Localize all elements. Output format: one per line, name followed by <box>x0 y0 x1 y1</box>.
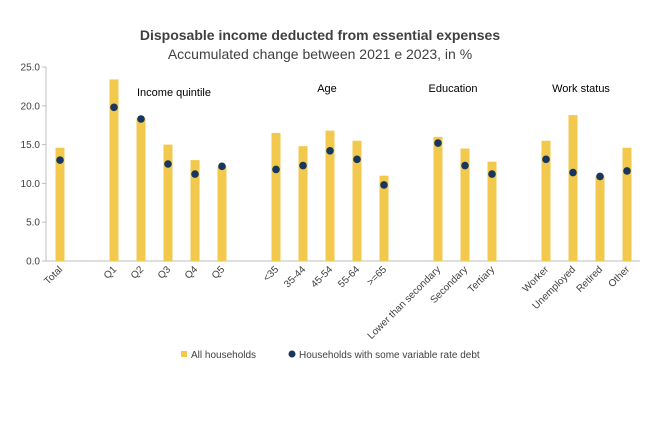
dot <box>272 165 280 174</box>
bar <box>433 136 443 261</box>
x-tick-label: Retired <box>575 264 606 295</box>
group-label: Work status <box>552 83 610 95</box>
x-tick-label: Other <box>607 264 633 290</box>
bar <box>460 148 470 261</box>
x-tick-label: Q1 <box>102 264 120 282</box>
category-labels: Total Q1 Q2 Q3 Q4 Q5 <35 35-44 45-54 55-64 >=65Low… <box>42 264 632 342</box>
dot <box>461 161 469 170</box>
bar <box>352 140 362 261</box>
bar <box>541 140 551 261</box>
bar <box>487 161 497 261</box>
dot <box>326 147 334 155</box>
bar <box>595 175 605 261</box>
x-tick-label: Q3 <box>156 264 174 282</box>
dot <box>488 170 496 178</box>
bar <box>325 130 335 261</box>
legend-label-variable-debt: Households with some variable rate debt <box>299 350 480 361</box>
y-tick-label: 15.0 <box>21 140 41 151</box>
legend-label-all-households: All households <box>191 350 256 361</box>
dot-series <box>56 103 631 189</box>
dot <box>164 160 172 168</box>
y-tick-label: 5.0 <box>26 218 40 229</box>
dot <box>110 103 118 112</box>
bar-series <box>55 79 632 261</box>
group-label: Income quintile <box>137 87 211 99</box>
group-labels: Income quintile Age Education Work status <box>137 83 610 99</box>
x-tick-label: Total <box>42 264 65 287</box>
bar <box>298 146 308 261</box>
dot <box>434 139 442 147</box>
x-tick-label: Q2 <box>129 264 147 282</box>
bar <box>217 166 227 261</box>
x-tick-label: 55-64 <box>336 264 362 290</box>
x-tick-label: <35 <box>261 264 281 284</box>
y-tick-label: 10.0 <box>21 179 41 190</box>
bar <box>622 147 632 261</box>
dot <box>218 162 226 171</box>
x-tick-label: Q5 <box>210 264 228 282</box>
chart-title: Disposable income deducted from essentia… <box>140 27 500 43</box>
x-tick-label: 35-44 <box>282 264 308 290</box>
y-tick-label: 25.0 <box>21 63 41 74</box>
bar <box>568 115 578 261</box>
bar <box>55 147 65 261</box>
dot <box>569 168 577 177</box>
bar <box>136 118 146 261</box>
chart-subtitle: Accumulated change between 2021 e 2023, … <box>168 46 472 62</box>
bar <box>190 160 200 261</box>
dot <box>623 167 631 175</box>
group-label: Education <box>429 83 478 95</box>
x-tick-label: 45-54 <box>309 264 335 290</box>
dot <box>191 170 199 178</box>
legend-marker-variable-debt <box>288 350 296 358</box>
dot <box>56 156 64 164</box>
legend: All households Households with some vari… <box>181 350 480 361</box>
y-tick-label: 20.0 <box>21 101 41 112</box>
dot <box>596 172 604 181</box>
x-tick-label: Q4 <box>183 264 201 282</box>
dot <box>353 155 361 164</box>
y-tick-label: 0.0 <box>26 257 40 268</box>
bar <box>271 132 281 261</box>
group-label: Age <box>317 83 337 95</box>
bar <box>163 144 173 261</box>
dot <box>137 115 145 123</box>
bar <box>109 79 119 261</box>
dot <box>299 161 307 170</box>
dot <box>380 181 388 189</box>
bar <box>379 175 389 261</box>
dot <box>542 155 550 164</box>
x-tick-label: Tertiary <box>466 264 497 295</box>
x-tick-label: >=65 <box>365 264 389 288</box>
legend-swatch-all-households <box>181 351 187 357</box>
